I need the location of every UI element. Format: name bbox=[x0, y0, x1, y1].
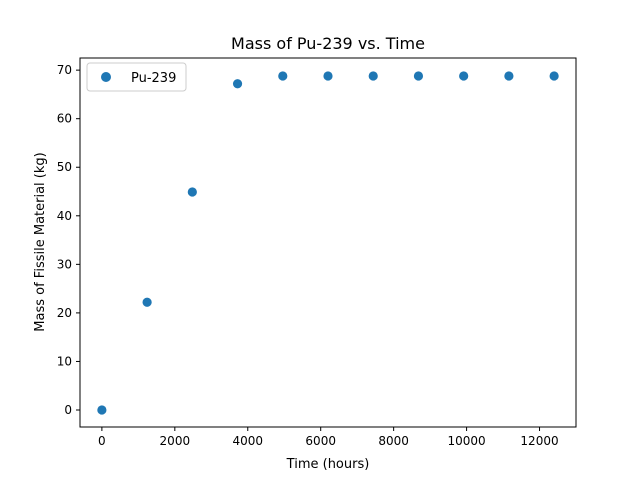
x-tick-label: 12000 bbox=[520, 434, 558, 448]
data-point bbox=[413, 71, 424, 81]
y-tick-label: 70 bbox=[57, 63, 72, 77]
x-tick-label: 8000 bbox=[378, 434, 409, 448]
legend: Pu-239 bbox=[86, 62, 187, 92]
y-tick-label: 30 bbox=[57, 257, 72, 271]
y-tick-label: 10 bbox=[57, 354, 72, 368]
y-axis-ticks: 0 10 20 30 40 50 60 70 bbox=[57, 63, 80, 417]
x-tick-label: 4000 bbox=[232, 434, 263, 448]
x-tick-label: 10000 bbox=[447, 434, 485, 448]
data-point bbox=[323, 71, 333, 81]
data-point bbox=[368, 71, 378, 81]
legend-box bbox=[86, 62, 187, 92]
data-point bbox=[278, 71, 288, 81]
y-axis-label: Mass of Fissile Material (kg) bbox=[33, 152, 48, 331]
axes-frame bbox=[79, 57, 577, 428]
x-axis-label: Time (hours) bbox=[286, 457, 370, 472]
x-tick-label: 0 bbox=[98, 434, 106, 448]
y-tick-label: 0 bbox=[64, 403, 72, 417]
y-tick-label: 50 bbox=[57, 160, 72, 174]
data-point bbox=[187, 187, 197, 197]
plot-area bbox=[97, 71, 559, 415]
chart-title: Mass of Pu-239 vs. Time bbox=[231, 34, 425, 53]
x-tick-label: 6000 bbox=[305, 434, 336, 448]
data-point bbox=[549, 71, 559, 81]
y-tick-label: 20 bbox=[57, 306, 72, 320]
legend-label: Pu-239 bbox=[131, 71, 176, 86]
data-point bbox=[232, 79, 243, 89]
y-tick-label: 60 bbox=[57, 112, 72, 126]
x-axis-ticks: 0 2000 4000 6000 8000 10000 12000 bbox=[98, 427, 559, 448]
data-point bbox=[459, 71, 469, 81]
x-tick-label: 2000 bbox=[160, 434, 191, 448]
legend-marker bbox=[101, 72, 111, 82]
data-point bbox=[97, 405, 107, 415]
data-point bbox=[142, 297, 152, 307]
data-point bbox=[504, 71, 514, 81]
y-tick-label: 40 bbox=[57, 209, 72, 223]
